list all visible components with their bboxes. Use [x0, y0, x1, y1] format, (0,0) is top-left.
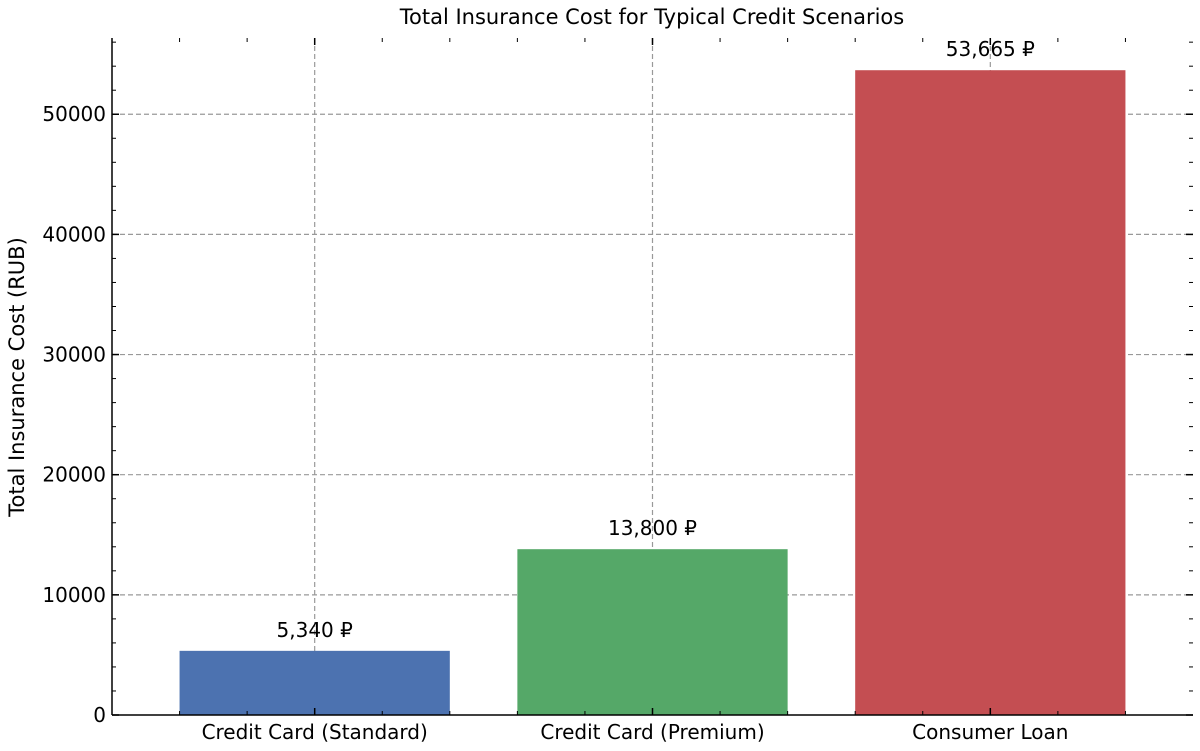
- bar: [517, 549, 788, 715]
- chart-title: Total Insurance Cost for Typical Credit …: [399, 5, 904, 29]
- grid-lines: [112, 38, 1193, 715]
- tick-and-data-labels: 5,340 ₽ 13,800 ₽ 53,665 ₽ 0 10000 20000 30000 4…: [42, 37, 1068, 744]
- bar-value-label: 5,340 ₽: [277, 618, 354, 642]
- axes: [111, 38, 1193, 716]
- y-tick-label: 20000: [42, 463, 106, 487]
- x-tick-label: Credit Card (Premium): [540, 720, 764, 744]
- bar-value-label: 53,665 ₽: [946, 37, 1035, 61]
- x-tick-label: Consumer Loan: [912, 720, 1068, 744]
- y-tick-label: 40000: [42, 222, 106, 246]
- x-tick-label: Credit Card (Standard): [202, 720, 428, 744]
- y-axis-label: Total Insurance Cost (RUB): [5, 237, 29, 518]
- y-tick-label: 0: [93, 703, 106, 727]
- bar: [179, 650, 450, 715]
- y-tick-label: 30000: [42, 343, 106, 367]
- y-tick-label: 10000: [42, 583, 106, 607]
- bars: [179, 70, 1126, 716]
- bar: [855, 70, 1126, 716]
- y-tick-label: 50000: [42, 102, 106, 126]
- bar-value-label: 13,800 ₽: [608, 516, 697, 540]
